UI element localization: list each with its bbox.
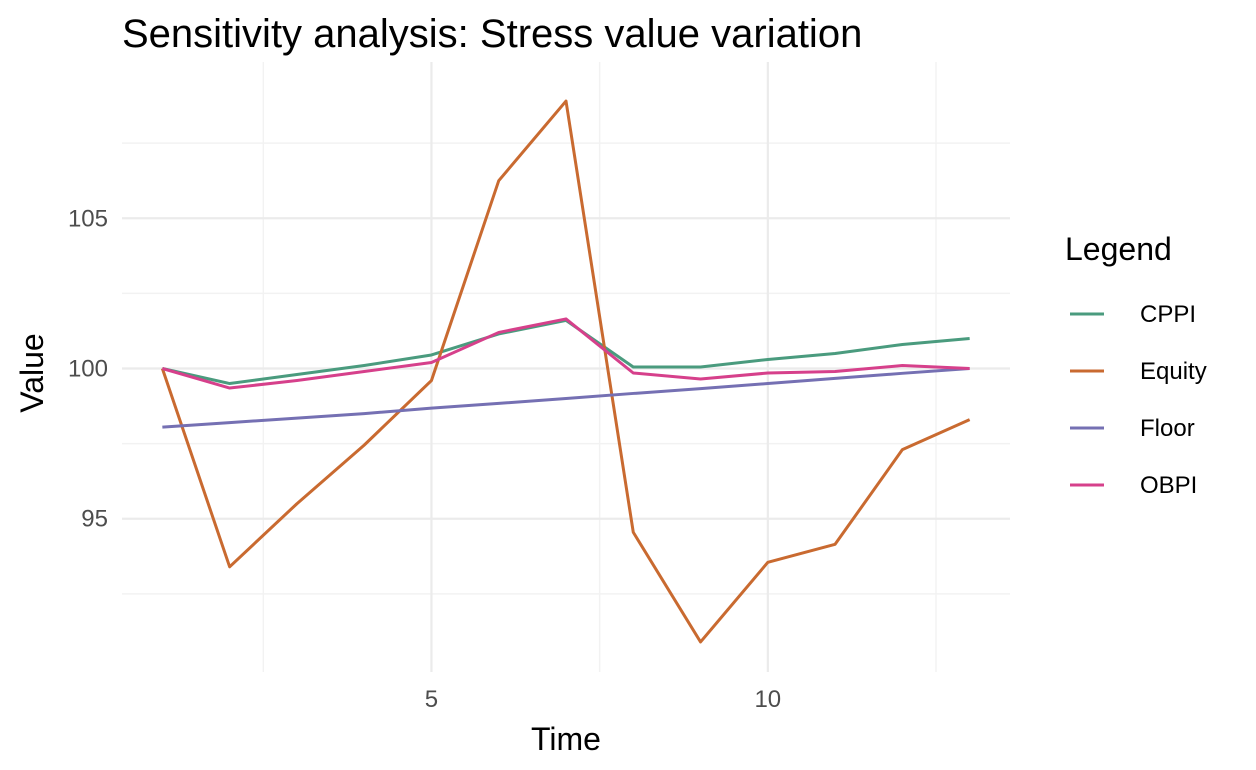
y-tick-label: 105 bbox=[68, 205, 108, 232]
legend-label-cppi: CPPI bbox=[1140, 301, 1196, 328]
series-lines bbox=[160, 99, 971, 644]
legend: Legend CPPI Equity Floor OBPI bbox=[1065, 231, 1207, 499]
y-tick-label: 100 bbox=[68, 356, 108, 383]
x-tick-label: 5 bbox=[425, 686, 438, 713]
legend-title: Legend bbox=[1065, 231, 1172, 267]
x-tick-label: 10 bbox=[754, 686, 781, 713]
series-line-equity bbox=[160, 99, 971, 644]
y-axis-title: Value bbox=[14, 333, 50, 412]
legend-label-equity: Equity bbox=[1140, 358, 1207, 385]
series-line-cppi bbox=[162, 318, 970, 386]
series-line-obpi bbox=[161, 317, 970, 390]
x-tick-labels: 5 10 bbox=[425, 686, 781, 713]
x-axis-title: Time bbox=[531, 721, 601, 757]
y-tick-label: 95 bbox=[81, 506, 108, 533]
chart-title: Sensitivity analysis: Stress value varia… bbox=[122, 12, 862, 56]
series-line-floor bbox=[162, 367, 970, 429]
y-tick-labels: 95 100 105 bbox=[68, 205, 108, 532]
legend-label-obpi: OBPI bbox=[1140, 472, 1197, 499]
legend-label-floor: Floor bbox=[1140, 415, 1195, 442]
